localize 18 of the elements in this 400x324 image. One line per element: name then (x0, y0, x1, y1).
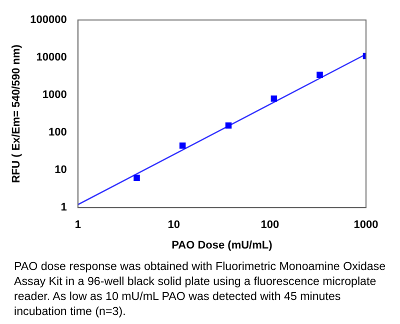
point (179, 142, 186, 149)
point (270, 96, 278, 102)
point (134, 174, 140, 181)
text: PAO dose response was obtained with Fluorimetric Monoamine Oxidase Assay Kit in a 96-well black solid plate using a fluorescence microplate reader. As low as 10 mU/mL PAO was detected with 45 minutes incubation time (n=3). (14, 259, 387, 319)
y-tick-label: 100000 (30, 14, 67, 26)
x-axis-title: PAO Dose (mU/mL) (172, 239, 273, 252)
y-tick-label: 1000 (42, 89, 67, 102)
x-tick-label: 10 (168, 219, 180, 232)
x-tick-label: 1000 (354, 219, 378, 232)
y-tick-label: 1 (60, 202, 67, 214)
y-tick-label: 10 (54, 164, 67, 176)
y-tick-label: 100 (48, 126, 67, 139)
x-tick-label: 1 (74, 219, 81, 232)
y-axis-title: RFU ( Ex/Em= 540/590 nm) (10, 44, 23, 184)
y-tick-label: 10000 (36, 52, 67, 64)
x-tick-label: 100 (260, 219, 280, 232)
point (316, 72, 323, 78)
point (225, 122, 232, 129)
